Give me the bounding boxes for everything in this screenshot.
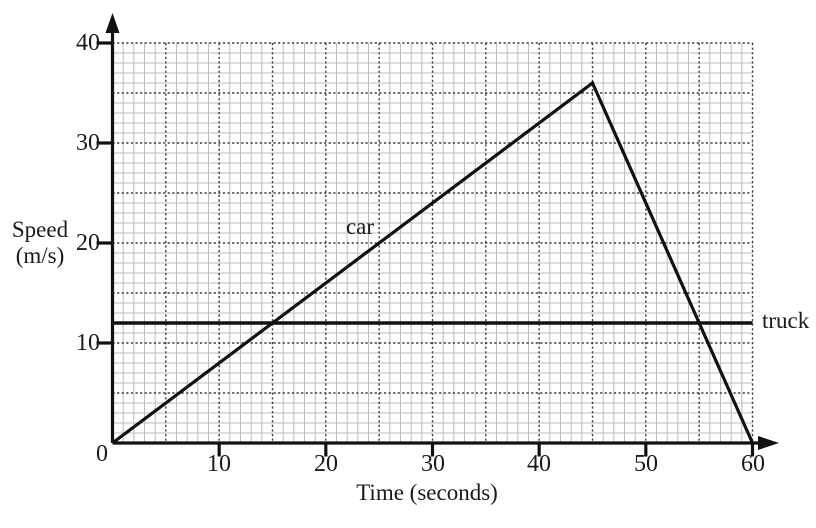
y-axis-arrowhead (105, 13, 120, 33)
car-line-label: car (345, 214, 375, 239)
x-tick-label-10: 10 (207, 451, 231, 477)
x-tick-label-40: 40 (527, 451, 551, 477)
y-tick-label-40: 40 (76, 30, 100, 56)
y-axis-title: Speed (m/s) (4, 217, 76, 269)
y-axis-title-line1: Speed (11, 217, 69, 242)
x-axis-title: Time (seconds) (356, 480, 498, 505)
x-tick-label-30: 30 (421, 451, 445, 477)
y-tick-label-10: 10 (76, 330, 100, 356)
x-tick-label-60: 60 (741, 451, 765, 477)
x-tick-label-50: 50 (634, 451, 658, 477)
y-tick-label-30: 30 (76, 130, 100, 156)
x-tick-label-20: 20 (314, 451, 338, 477)
origin-tick-label: 0 (96, 441, 108, 467)
y-tick-label-20: 20 (76, 230, 100, 256)
y-axis-title-line2: (m/s) (15, 243, 65, 268)
truck-line-label: truck (762, 308, 810, 333)
x-axis-arrowhead (758, 436, 779, 450)
